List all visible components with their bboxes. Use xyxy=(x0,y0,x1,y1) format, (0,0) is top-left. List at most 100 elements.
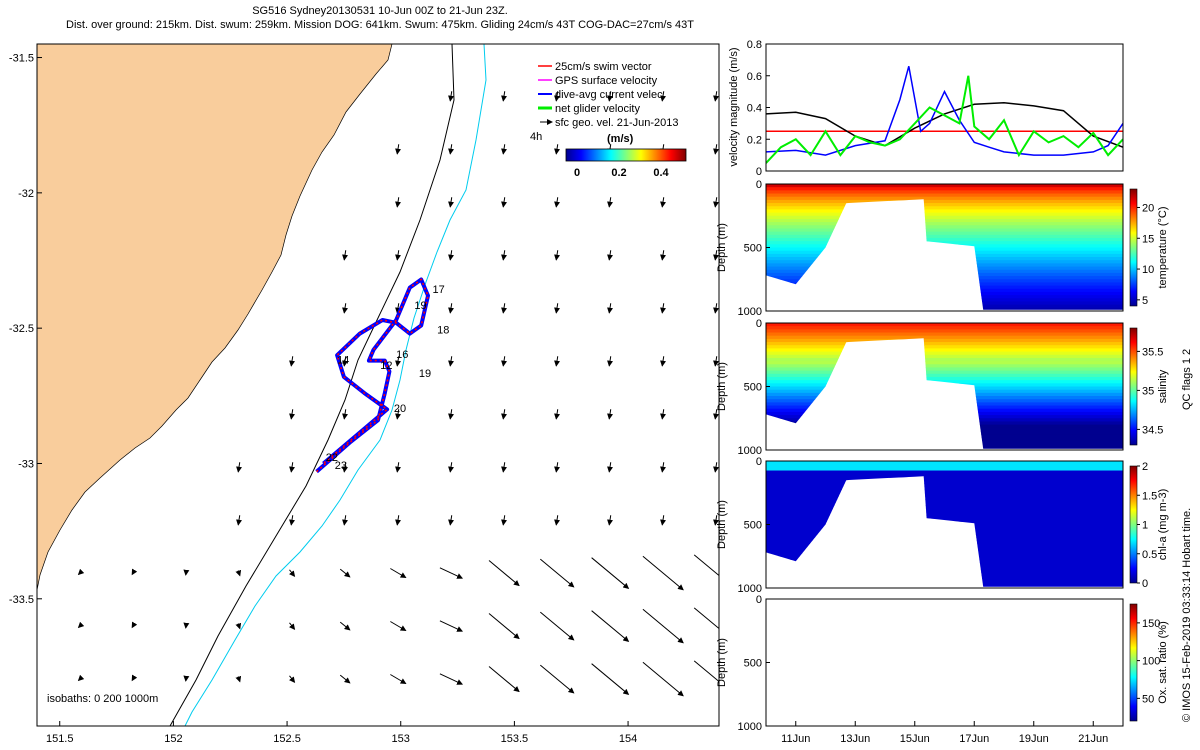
geo-velocity-arrow xyxy=(501,515,507,526)
section-depth-band xyxy=(766,237,1123,242)
section-depth-band xyxy=(766,367,1123,372)
section-depth-band xyxy=(766,518,1123,522)
geo-velocity-arrow xyxy=(591,557,630,589)
chart-subtitle: Dist. over ground: 215km. Dist. swum: 25… xyxy=(66,19,694,31)
section-panel-chlorophyll: 0 500 1000 Depth (m) 0 0.5 1 1.5 2 chl-a (mg m-3) xyxy=(716,456,1169,595)
section-depth-band xyxy=(766,260,1123,264)
section-depth-band xyxy=(766,193,1123,198)
map-y-tick-label: -32.5 xyxy=(9,323,34,335)
depth-axis-label: Depth (m) xyxy=(716,362,728,411)
geo-velocity-arrow xyxy=(660,91,666,102)
section-depth-band xyxy=(766,342,1123,346)
section-depth-band xyxy=(766,244,1123,248)
section-depth-band xyxy=(766,209,1123,214)
depth-tick-label: 0 xyxy=(756,456,762,468)
geo-velocity-arrow xyxy=(607,303,613,314)
section-depth-band xyxy=(766,502,1123,506)
geo-velocity-arrow xyxy=(660,250,666,261)
map-y-ticks: -31.5 -32 -32.5 -33 -33.5 xyxy=(9,53,42,606)
velocity-frame xyxy=(765,43,1124,172)
legend-label-gps: GPS surface velocity xyxy=(555,75,658,87)
section-depth-band xyxy=(766,434,1123,438)
geo-velocity-arrow xyxy=(448,197,454,208)
depth-tick-label: 500 xyxy=(744,520,762,532)
section-depth-band xyxy=(766,415,1123,419)
section-depth-band xyxy=(766,361,1123,365)
geo-velocity-arrow xyxy=(660,356,666,367)
geo-velocity-arrow xyxy=(339,568,351,578)
geo-velocity-arrow xyxy=(539,558,575,588)
geo-velocity-arrow xyxy=(77,621,85,629)
section-depth-band xyxy=(766,440,1123,445)
map-x-tick-label: 153.5 xyxy=(501,733,529,745)
geo-velocity-arrow xyxy=(339,621,351,631)
time-tick-label: 21Jun xyxy=(1078,733,1108,745)
cbar-tick-label: 1 xyxy=(1142,520,1148,532)
section-depth-band xyxy=(766,304,1123,309)
surface-velocity-arrows xyxy=(77,91,719,697)
depth-axis-label: Depth (m) xyxy=(716,500,728,549)
section-depth-band xyxy=(766,386,1123,391)
section-depth-band xyxy=(766,559,1123,564)
geo-velocity-arrow xyxy=(713,91,719,102)
section-depth-band xyxy=(766,370,1123,375)
day-label: 16 xyxy=(396,349,408,361)
geo-velocity-arrow xyxy=(607,462,613,473)
section-panel-temperature: 0 500 1000 Depth (m) 5 10 15 20 temperature (°C) xyxy=(716,179,1169,318)
section-depth-band xyxy=(766,282,1123,287)
legend-label-swim: 25cm/s swim vector xyxy=(555,61,652,73)
cbar-tick-1: 0.2 xyxy=(611,167,626,179)
section-depth-band xyxy=(766,427,1123,432)
geo-velocity-arrow xyxy=(289,569,296,577)
time-tick-label: 19Jun xyxy=(1019,733,1049,745)
cbar-tick-label: 0.5 xyxy=(1142,549,1157,561)
section-depth-band xyxy=(766,323,1123,327)
geo-velocity-arrow xyxy=(289,462,295,473)
geo-velocity-arrow xyxy=(448,409,454,420)
cbar-tick-0: 0 xyxy=(574,167,580,179)
geo-velocity-arrow xyxy=(395,409,401,420)
depth-tick-label: 0 xyxy=(756,594,762,606)
section-depth-band xyxy=(766,203,1123,207)
colorbar-label: Ox. sat. ratio (%) xyxy=(1157,621,1169,704)
section-depth-band xyxy=(766,247,1123,252)
geo-velocity-arrow xyxy=(448,250,454,261)
section-depth-band xyxy=(766,228,1123,233)
time-tick-label: 11Jun xyxy=(781,733,810,745)
velocity-series-line xyxy=(766,101,1123,148)
section-depth-band xyxy=(766,464,1123,468)
geo-velocity-arrow xyxy=(713,462,719,473)
section-depth-band xyxy=(766,483,1123,487)
section-depth-band xyxy=(766,508,1123,513)
velocity-y-tick-label: 0.8 xyxy=(747,39,762,51)
geo-velocity-arrow xyxy=(289,356,295,367)
section-depth-band xyxy=(766,430,1123,435)
legend-label-dac: dive-avg current velec. xyxy=(555,89,666,101)
geo-velocity-arrow xyxy=(488,666,520,693)
glider-track xyxy=(315,277,430,474)
section-depth-band xyxy=(766,443,1123,448)
geo-velocity-arrow xyxy=(539,611,575,641)
section-depth-band xyxy=(766,470,1123,475)
geo-velocity-arrow xyxy=(342,409,348,420)
geo-velocity-arrow xyxy=(501,197,507,208)
section-depth-band xyxy=(766,348,1123,353)
section-depth-band xyxy=(766,345,1123,349)
map-x-tick-label: 153 xyxy=(392,733,410,745)
geo-velocity-arrow xyxy=(488,613,520,640)
depth-tick-label: 1000 xyxy=(738,445,762,457)
section-depth-band xyxy=(766,543,1123,548)
section-depth-band xyxy=(766,396,1123,400)
section-depth-band xyxy=(766,357,1123,362)
section-depth-band xyxy=(766,578,1123,583)
geo-velocity-arrow xyxy=(235,622,242,630)
section-depth-band xyxy=(766,373,1123,378)
section-depth-band xyxy=(766,234,1123,239)
velocity-series-line xyxy=(766,66,1123,156)
section-depth-band xyxy=(766,276,1123,280)
section-depth-band xyxy=(766,218,1123,223)
geo-velocity-arrow xyxy=(713,197,719,208)
section-depth-band xyxy=(766,376,1123,381)
section-depth-band xyxy=(766,534,1123,538)
geo-velocity-arrow xyxy=(660,197,666,208)
